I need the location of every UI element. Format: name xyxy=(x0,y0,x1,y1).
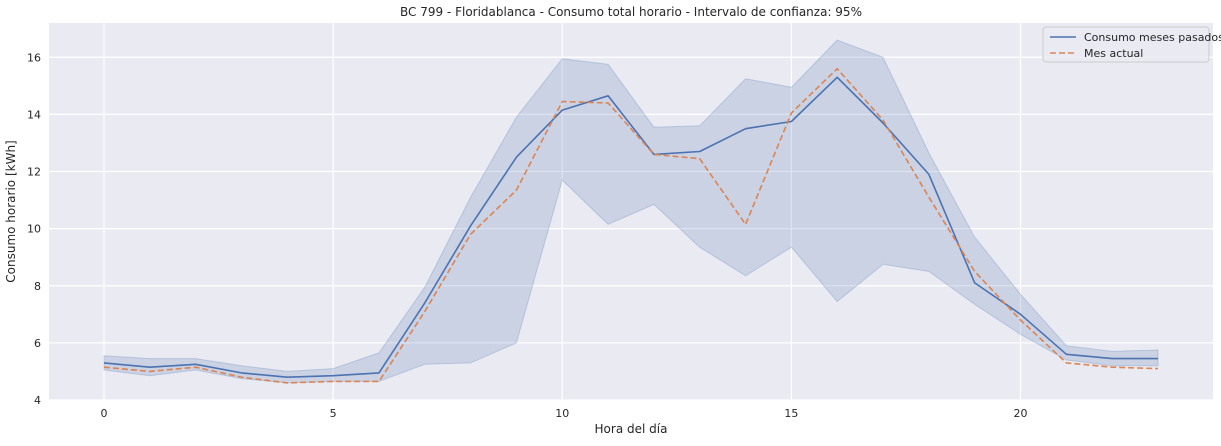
confidence-band xyxy=(103,39,1159,384)
x-axis-label: Hora del día xyxy=(595,422,668,436)
series-lines xyxy=(103,67,1159,384)
y-tick-label: 16 xyxy=(27,51,41,64)
x-tick-label: 10 xyxy=(555,407,569,420)
tick-labels: 0 5 10 15 20 4 6 8 10 12 14 16 xyxy=(27,51,1028,420)
chart-title: BC 799 - Floridablanca - Consumo total h… xyxy=(400,5,862,19)
confidence-band-layer xyxy=(103,39,1159,384)
y-tick-label: 8 xyxy=(34,280,41,293)
legend-label-0: Consumo meses pasados xyxy=(1084,31,1221,44)
x-tick-label: 5 xyxy=(330,407,337,420)
legend-label-1: Mes actual xyxy=(1084,47,1143,60)
series-line-1 xyxy=(103,67,1159,384)
y-tick-label: 14 xyxy=(27,108,41,121)
legend: Consumo meses pasados Mes actual xyxy=(1042,26,1221,63)
x-tick-label: 15 xyxy=(784,407,798,420)
x-tick-label: 0 xyxy=(100,407,107,420)
legend-box xyxy=(1042,26,1210,63)
y-tick-label: 12 xyxy=(27,166,41,179)
series-line-0 xyxy=(103,76,1158,379)
plot-background xyxy=(49,23,1213,400)
y-axis-label: Consumo horario [kWh] xyxy=(4,140,18,282)
y-tick-label: 4 xyxy=(34,394,41,407)
grid xyxy=(49,23,1213,401)
y-tick-label: 10 xyxy=(27,223,41,236)
x-tick-label: 20 xyxy=(1014,407,1028,420)
y-tick-label: 6 xyxy=(34,337,41,350)
